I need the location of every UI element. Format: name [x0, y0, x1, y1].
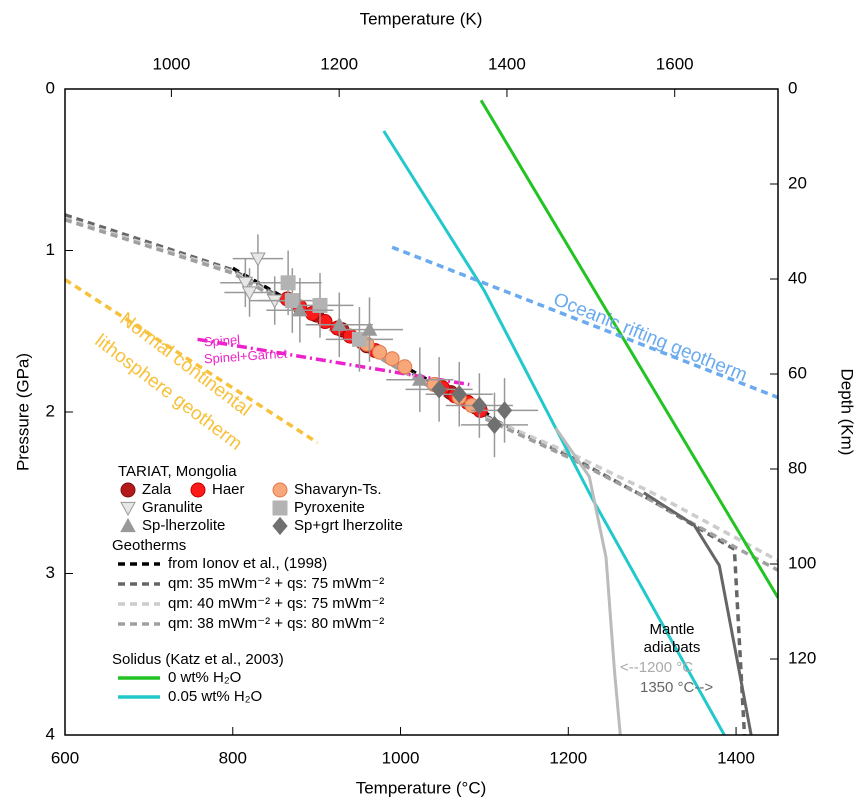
plot-area: [65, 99, 778, 735]
marker: [486, 415, 503, 435]
series-line: [391, 245, 778, 400]
legend-label: 0.05 wt% H₂O: [168, 688, 262, 705]
y2-tick-label: 20: [788, 173, 807, 192]
y-tick-label: 2: [46, 401, 55, 420]
legend-marker: [120, 501, 136, 517]
series-line: [382, 130, 726, 735]
x-tick-label: 1200: [549, 748, 587, 767]
legend-title: Geotherms: [112, 537, 186, 554]
y2-tick-label: 80: [788, 458, 807, 477]
series-line: [65, 218, 778, 572]
x-tick-label: 1000: [382, 748, 420, 767]
series-line: [65, 213, 747, 735]
y2-tick-label: 0: [788, 78, 797, 97]
series-line: [479, 99, 778, 599]
y-tick-label: 4: [46, 724, 55, 743]
marker: [471, 396, 488, 415]
y-axis-title: Pressure (GPa): [13, 353, 32, 471]
marker: [351, 331, 367, 347]
x-tick-label: 800: [219, 748, 247, 767]
y2-tick-label: 100: [788, 553, 816, 572]
marker: [250, 252, 266, 267]
x2-tick-label: 1400: [488, 54, 526, 73]
annotation: 1350 °C-->: [640, 679, 713, 696]
y-tick-label: 3: [46, 563, 55, 582]
marker: [331, 316, 348, 331]
x2-tick-label: 1600: [656, 54, 694, 73]
series-line: [65, 278, 319, 445]
legend-label: from Ionov et al., (1998): [168, 555, 327, 572]
x2-tick-label: 1000: [152, 54, 190, 73]
x2-tick-label: 1200: [320, 54, 358, 73]
annotation: adiabats: [644, 639, 701, 656]
legend-marker: [272, 482, 288, 498]
annotation: Mantle: [649, 621, 694, 638]
legend-label: qm: 38 mWm⁻² + qs: 80 mWm⁻²: [168, 615, 384, 632]
legend-marker: [120, 482, 136, 498]
legend-marker: [272, 500, 288, 516]
marker: [384, 351, 400, 367]
legend-label: qm: 35 mWm⁻² + qs: 75 mWm⁻²: [168, 575, 384, 592]
legend-label: Haer: [212, 481, 245, 498]
legend-marker: [120, 517, 136, 533]
legend-title: Solidus (Katz et al., 2003): [112, 651, 284, 668]
legend-label: Sp+grt lherzolite: [294, 517, 403, 534]
x-tick-label: 600: [51, 748, 79, 767]
legend-label: qm: 40 mWm⁻² + qs: 75 mWm⁻²: [168, 595, 384, 612]
series-line: [554, 427, 622, 735]
annotation: Spinel: [203, 332, 240, 349]
x-axis-title: Temperature (°C): [356, 778, 487, 797]
y-tick-label: 1: [46, 240, 55, 259]
marker: [237, 276, 254, 291]
marker: [411, 371, 428, 386]
y2-tick-label: 40: [788, 268, 807, 287]
legend-label: 0 wt% H₂O: [168, 669, 241, 686]
marker: [496, 401, 513, 420]
legend-label: Shavaryn-Ts.: [294, 481, 382, 498]
marker: [280, 275, 296, 291]
legend-title: TARIAT, Mongolia: [118, 463, 237, 480]
y2-tick-label: 120: [788, 648, 816, 667]
marker: [372, 344, 388, 360]
series-line: [197, 337, 470, 387]
annotation: Spinel+Garnet: [203, 346, 288, 367]
series-line: [642, 491, 753, 735]
legend-marker: [272, 516, 288, 536]
marker: [397, 359, 413, 375]
annotation: Oceanic rifting geotherm: [550, 289, 750, 386]
annotation: <--1200 °C: [620, 659, 693, 676]
legend-marker: [190, 482, 206, 498]
x-tick-label: 1400: [717, 748, 755, 767]
y2-axis-title: Depth (Km): [838, 369, 857, 456]
marker: [241, 286, 258, 301]
legend-label: Pyroxenite: [294, 499, 365, 516]
legend-label: Granulite: [142, 499, 203, 516]
marker: [284, 293, 300, 309]
marker: [451, 385, 467, 404]
legend-label: Zala: [142, 481, 172, 498]
y2-tick-label: 60: [788, 363, 807, 382]
x2-axis-title: Temperature (K): [360, 9, 483, 28]
y-tick-label: 0: [46, 78, 55, 97]
legend-label: Sp-lherzolite: [142, 517, 225, 534]
marker: [361, 321, 378, 336]
marker: [431, 380, 447, 399]
marker: [292, 302, 308, 317]
marker: [312, 297, 328, 313]
